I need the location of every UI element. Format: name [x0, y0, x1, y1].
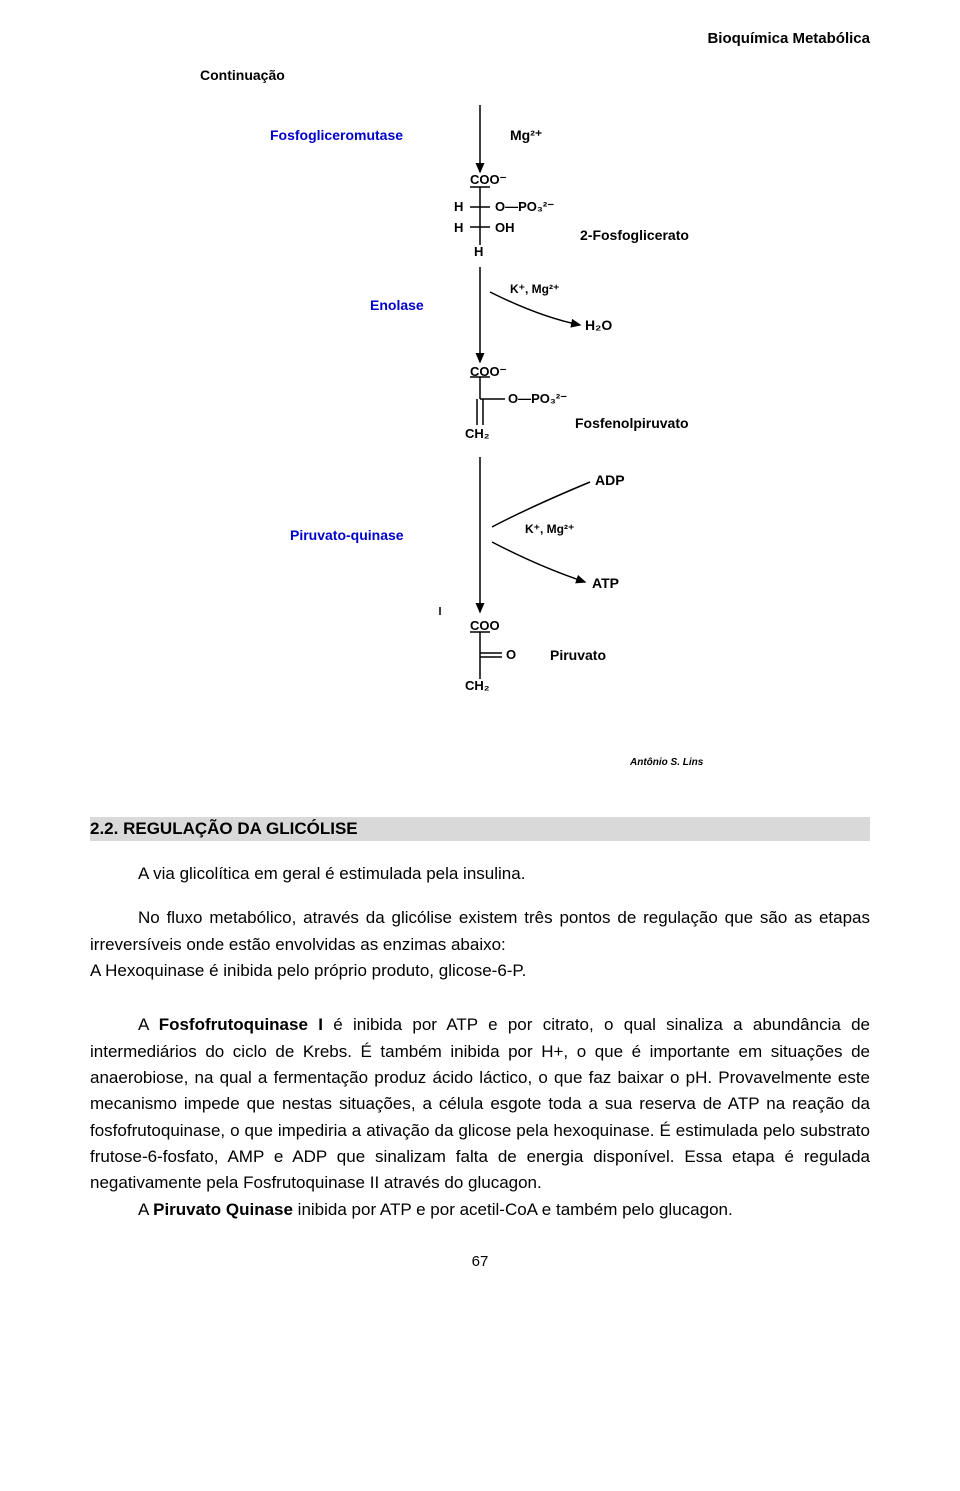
paragraph-5: A Piruvato Quinase inibida por ATP e por… — [90, 1197, 870, 1223]
name-2fosfoglicerato: 2-Fosfoglicerato — [580, 227, 689, 243]
o-double: O — [506, 648, 516, 661]
page: Bioquímica Metabólica Continuação — [0, 0, 960, 1310]
cofactor-k-mg-2: K⁺, Mg²⁺ — [525, 522, 574, 536]
section-heading: 2.2. REGULAÇÃO DA GLICÓLISE — [90, 817, 870, 841]
ch2-1: CH₂ — [465, 427, 490, 440]
adp-label: ADP — [595, 472, 625, 488]
atp-label: ATP — [592, 575, 619, 591]
name-piruvato: Piruvato — [550, 647, 606, 663]
paragraph-2: No fluxo metabólico, através da glicólis… — [90, 905, 870, 958]
paragraph-3: A Hexoquinase é inibida pelo próprio pro… — [90, 958, 870, 984]
product-h2o: H₂O — [585, 317, 612, 333]
cofactor-k-mg-1: K⁺, Mg²⁺ — [510, 282, 559, 296]
opo3-1: O—PO₃²⁻ — [495, 200, 554, 213]
coo-1: COO⁻ — [470, 173, 506, 186]
coo-3: COO — [470, 619, 500, 632]
h-left-2: H — [454, 221, 463, 234]
glycolysis-diagram: Continuação — [180, 67, 780, 787]
name-fosfenolpiruvato: Fosfenolpiruvato — [575, 415, 689, 431]
opo3-2: O—PO₃²⁻ — [508, 392, 567, 405]
enzyme-enolase: Enolase — [370, 297, 424, 313]
cofactor-mg-1: Mg²⁺ — [510, 127, 542, 144]
header-subject: Bioquímica Metabólica — [90, 30, 870, 47]
author-credit: Antônio S. Lins — [630, 757, 703, 768]
ch2-2: CH₂ — [465, 679, 490, 692]
paragraph-1: A via glicolítica em geral é estimulada … — [90, 861, 870, 887]
paragraph-4: A Fosfofrutoquinase I é inibida por ATP … — [90, 1012, 870, 1196]
oh-1: OH — [495, 221, 515, 234]
h-left-1: H — [454, 200, 463, 213]
coo-2: COO⁻ — [470, 365, 506, 378]
page-number: 67 — [90, 1253, 870, 1270]
h-bottom: H — [474, 245, 483, 258]
enzyme-piruvato-quinase: Piruvato-quinase — [290, 527, 404, 543]
enzyme-fosfogliceromutase: Fosfogliceromutase — [270, 127, 403, 143]
